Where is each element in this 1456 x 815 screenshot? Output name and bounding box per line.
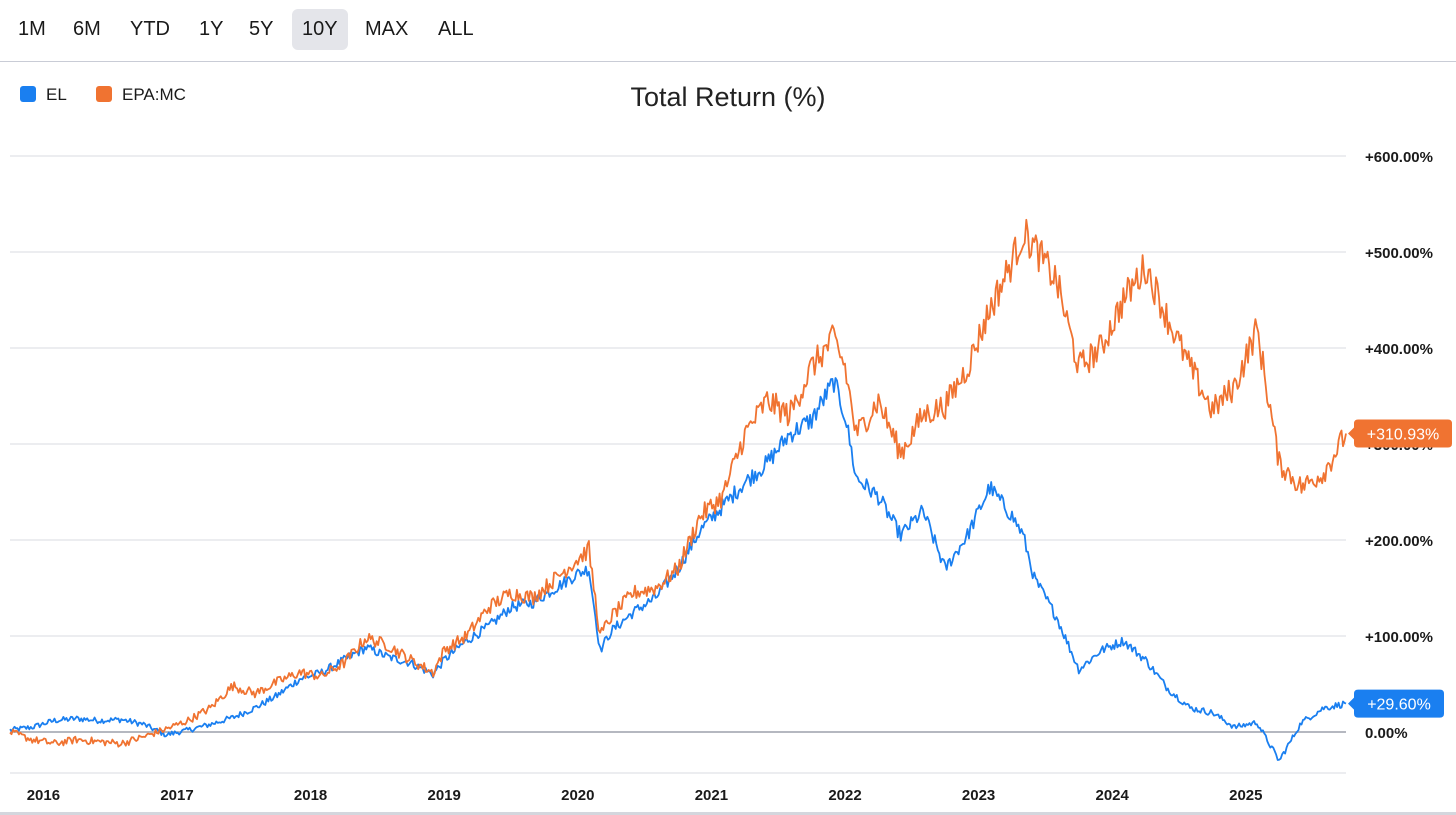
legend-swatch-epa-mc <box>96 86 112 102</box>
series-line-epa-mc <box>9 218 1347 748</box>
range-toolbar: 1M 6M YTD 1Y 5Y 10Y MAX ALL <box>0 0 1456 62</box>
range-button-5y[interactable]: 5Y <box>249 18 274 40</box>
legend-item-epa-mc[interactable]: EPA:MC <box>96 85 186 105</box>
y-tick-label: +600.00% <box>1365 149 1433 166</box>
y-tick-label: +200.00% <box>1365 533 1433 550</box>
badge-shape <box>1348 419 1452 448</box>
range-button-1y[interactable]: 1Y <box>199 18 224 40</box>
range-button-1m[interactable]: 1M <box>18 18 46 40</box>
legend-label-epa-mc: EPA:MC <box>122 85 186 104</box>
range-button-all[interactable]: ALL <box>438 18 474 40</box>
y-tick-label: 0.00% <box>1365 725 1408 742</box>
x-tick-label: 2025 <box>1229 787 1262 804</box>
x-tick-label: 2018 <box>294 787 327 804</box>
x-tick-label: 2016 <box>27 787 60 804</box>
y-tick-label: +500.00% <box>1365 245 1433 262</box>
x-tick-label: 2017 <box>160 787 193 804</box>
legend-label-el: EL <box>46 85 67 104</box>
x-tick-label: 2021 <box>695 787 728 804</box>
x-tick-label: 2020 <box>561 787 594 804</box>
y-tick-label: +400.00% <box>1365 341 1433 358</box>
x-tick-label: 2023 <box>962 787 995 804</box>
range-button-10y[interactable]: 10Y <box>292 9 348 50</box>
last-value-badge-epa-mc: +310.93% <box>1348 419 1452 448</box>
x-tick-label: 2024 <box>1096 787 1130 804</box>
range-button-6m[interactable]: 6M <box>73 18 101 40</box>
x-tick-label: 2022 <box>828 787 861 804</box>
legend-item-el[interactable]: EL <box>20 85 67 105</box>
x-tick-label: 2019 <box>428 787 461 804</box>
range-button-max[interactable]: MAX <box>365 18 409 40</box>
chart-title: Total Return (%) <box>630 82 826 112</box>
legend-swatch-el <box>20 86 36 102</box>
range-button-ytd[interactable]: YTD <box>130 18 170 40</box>
y-tick-label: +100.00% <box>1365 629 1433 646</box>
last-value-badge-el: +29.60% <box>1348 689 1444 718</box>
badge-label: +310.93% <box>1367 427 1440 444</box>
badge-label: +29.60% <box>1367 697 1431 714</box>
badge-shape <box>1348 689 1444 718</box>
bottom-border <box>0 812 1456 815</box>
